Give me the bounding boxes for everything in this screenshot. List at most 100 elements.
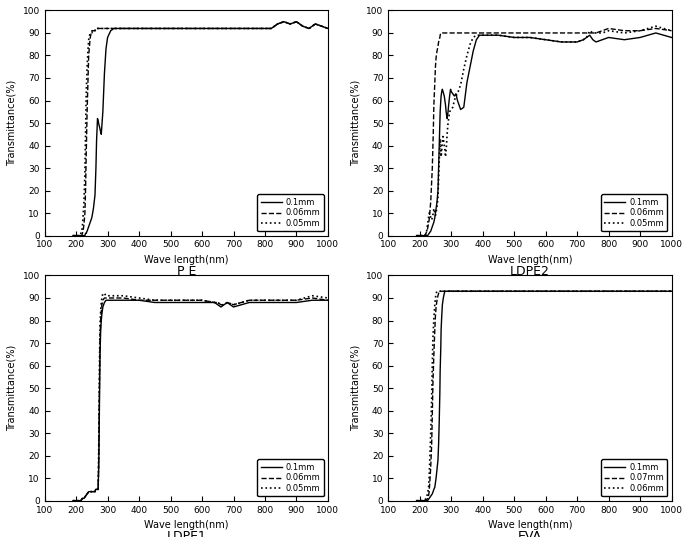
0.05mm: [308, 293, 316, 299]
0.06mm: [441, 288, 449, 294]
0.06mm: [651, 288, 660, 294]
0.06mm: [69, 233, 77, 239]
Line: 0.1mm: 0.1mm: [73, 300, 328, 500]
0.07mm: [434, 293, 442, 299]
0.1mm: [69, 233, 77, 239]
0.1mm: [279, 18, 288, 25]
0.06mm: [446, 288, 454, 294]
0.05mm: [102, 25, 110, 32]
0.1mm: [119, 25, 128, 32]
0.06mm: [444, 30, 452, 36]
0.1mm: [460, 288, 468, 294]
0.1mm: [88, 214, 96, 221]
0.07mm: [435, 288, 444, 294]
0.1mm: [446, 288, 454, 294]
0.1mm: [245, 299, 253, 306]
0.06mm: [438, 288, 446, 294]
0.06mm: [437, 288, 445, 294]
0.07mm: [415, 497, 424, 504]
0.1mm: [437, 313, 446, 319]
0.07mm: [510, 288, 518, 294]
0.1mm: [81, 230, 90, 237]
Line: 0.1mm: 0.1mm: [73, 21, 328, 236]
0.06mm: [100, 295, 108, 301]
Y-axis label: Transmittance(%): Transmittance(%): [7, 80, 17, 166]
0.1mm: [432, 475, 440, 481]
0.07mm: [441, 288, 449, 294]
0.07mm: [447, 288, 455, 294]
Text: EVA: EVA: [518, 530, 542, 537]
0.05mm: [435, 158, 444, 164]
0.07mm: [430, 351, 438, 358]
0.07mm: [426, 463, 435, 470]
0.06mm: [93, 486, 101, 492]
0.06mm: [417, 497, 426, 504]
0.06mm: [419, 497, 427, 504]
0.1mm: [81, 233, 89, 239]
0.07mm: [419, 497, 427, 504]
0.07mm: [444, 288, 452, 294]
0.1mm: [69, 497, 77, 504]
0.06mm: [667, 288, 676, 294]
0.1mm: [77, 233, 85, 239]
0.1mm: [651, 288, 660, 294]
0.06mm: [457, 30, 465, 36]
0.1mm: [97, 131, 106, 137]
0.07mm: [450, 288, 458, 294]
0.07mm: [479, 288, 487, 294]
0.07mm: [435, 288, 444, 294]
0.05mm: [100, 25, 108, 32]
Line: 0.06mm: 0.06mm: [73, 21, 328, 236]
0.06mm: [88, 489, 97, 495]
0.1mm: [444, 288, 452, 294]
0.07mm: [425, 489, 433, 495]
0.1mm: [431, 480, 440, 486]
0.1mm: [324, 25, 332, 32]
0.06mm: [102, 25, 110, 32]
0.1mm: [324, 297, 332, 303]
Line: 0.1mm: 0.1mm: [417, 33, 671, 236]
0.1mm: [305, 25, 313, 32]
Line: 0.05mm: 0.05mm: [73, 21, 328, 236]
0.1mm: [267, 25, 275, 32]
0.1mm: [80, 495, 88, 502]
Line: 0.07mm: 0.07mm: [417, 291, 671, 500]
0.06mm: [415, 497, 424, 504]
Legend: 0.1mm, 0.06mm, 0.05mm: 0.1mm, 0.06mm, 0.05mm: [257, 460, 324, 497]
0.06mm: [308, 295, 316, 301]
0.06mm: [198, 25, 206, 32]
0.07mm: [417, 497, 426, 504]
0.1mm: [75, 233, 83, 239]
0.1mm: [110, 25, 118, 32]
0.1mm: [102, 46, 110, 52]
0.06mm: [324, 297, 332, 303]
0.06mm: [85, 52, 93, 59]
0.1mm: [113, 25, 121, 32]
0.07mm: [420, 497, 428, 504]
0.06mm: [460, 288, 468, 294]
0.1mm: [636, 288, 644, 294]
0.06mm: [573, 288, 581, 294]
Y-axis label: Transmittance(%): Transmittance(%): [351, 345, 361, 431]
0.1mm: [92, 138, 101, 144]
0.06mm: [667, 27, 676, 34]
Line: 0.06mm: 0.06mm: [417, 291, 671, 500]
Line: 0.1mm: 0.1mm: [417, 291, 671, 500]
0.06mm: [413, 233, 421, 239]
0.06mm: [420, 497, 428, 504]
0.06mm: [426, 430, 435, 436]
0.1mm: [604, 288, 613, 294]
0.1mm: [667, 34, 676, 41]
0.06mm: [426, 457, 434, 463]
0.1mm: [94, 118, 102, 124]
0.1mm: [440, 291, 449, 297]
Legend: 0.1mm, 0.06mm, 0.05mm: 0.1mm, 0.06mm, 0.05mm: [257, 194, 324, 231]
0.1mm: [79, 233, 87, 239]
0.1mm: [93, 486, 101, 492]
0.1mm: [431, 484, 439, 490]
0.06mm: [432, 291, 440, 297]
0.06mm: [428, 362, 437, 369]
X-axis label: Wave length(nm): Wave length(nm): [488, 255, 572, 265]
0.1mm: [510, 288, 518, 294]
0.05mm: [413, 233, 421, 239]
